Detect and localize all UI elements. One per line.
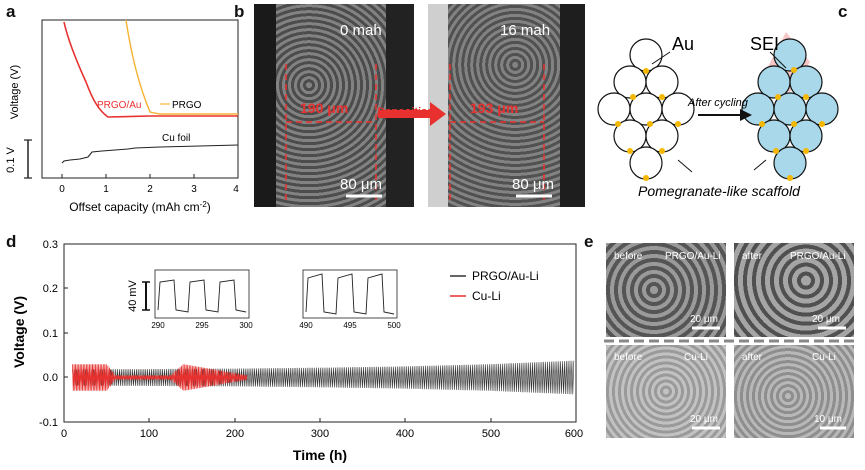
svg-text:100: 100 xyxy=(140,428,158,440)
sem-e-bl-sample: Cu-Li xyxy=(684,352,708,363)
panel-label-c: c xyxy=(838,2,848,21)
panel-label-a: a xyxy=(6,2,16,21)
prgo-au-li-cycling-trace xyxy=(72,360,575,395)
svg-text:495: 495 xyxy=(343,321,357,330)
svg-text:1: 1 xyxy=(103,184,109,195)
sem-cross-section-after xyxy=(428,4,585,207)
prgo-au-label: PRGO/Au xyxy=(97,100,141,111)
prgo-label: PRGO xyxy=(172,100,202,111)
svg-text:0.1: 0.1 xyxy=(43,328,58,340)
sem-b-scale-left: 80 μm xyxy=(340,176,382,193)
svg-text:0: 0 xyxy=(59,184,65,195)
panel-d-legend: PRGO/Au-Li Cu-Li xyxy=(450,269,539,303)
panel-label-e: e xyxy=(584,232,594,251)
panel-b-overlay xyxy=(285,64,552,204)
sem-e-tr-state: after xyxy=(742,251,763,262)
sem-b-left-state: 0 mah xyxy=(340,22,382,39)
sem-e-tl-state: before xyxy=(614,251,643,262)
svg-text:500: 500 xyxy=(387,321,401,330)
scaffold-caption: Pomegranate-like scaffold xyxy=(638,183,801,199)
panel-d-chart: -0.1 0.0 0.1 0.2 0.3 0 100 200 300 400 5… xyxy=(11,239,583,463)
sem-b-scale-right: 80 μm xyxy=(512,176,554,193)
panel-d-xlabel: Time (h) xyxy=(293,447,347,463)
svg-text:300: 300 xyxy=(311,428,329,440)
svg-text:400: 400 xyxy=(396,428,414,440)
PRGO/Au-Li-trace xyxy=(72,360,575,395)
scaffold-after xyxy=(741,32,839,180)
au-particles-before xyxy=(615,68,681,181)
panel-a-chart: Voltage (V) 0.1 V PRGO/Au PRGO Cu foil 0… xyxy=(5,19,239,214)
svg-text:3: 3 xyxy=(191,184,197,195)
panel-c-schematic: Au SEI After cycling Pomegranate-like sc… xyxy=(597,32,839,199)
svg-text:0.2: 0.2 xyxy=(43,283,58,295)
svg-text:2: 2 xyxy=(147,184,153,195)
panel-a-scale-label: 0.1 V xyxy=(5,146,17,172)
svg-text:295: 295 xyxy=(195,321,209,330)
svg-text:300: 300 xyxy=(239,321,253,330)
panel-a-xlabel: Offset capacity (mAh cm-2) xyxy=(69,200,211,214)
sem-e-tl-scale: 20 μm xyxy=(690,314,718,325)
svg-text:500: 500 xyxy=(482,428,500,440)
svg-text:Cu-Li: Cu-Li xyxy=(472,289,501,303)
prgo-au-curve xyxy=(63,21,238,118)
au-label: Au xyxy=(672,34,694,54)
sem-e-after-cu xyxy=(734,345,854,438)
sem-b-left-thickness: 190 μm xyxy=(300,100,349,116)
sem-e-tl-sample: PRGO/Au-Li xyxy=(665,251,721,262)
svg-text:200: 200 xyxy=(226,428,244,440)
sem-b-right-thickness: 193 μm xyxy=(470,100,519,116)
svg-text:0.0: 0.0 xyxy=(43,372,58,384)
svg-text:0: 0 xyxy=(61,428,67,440)
deposition-label: Deposition xyxy=(377,106,434,118)
panel-d-xticks: 0 100 200 300 400 500 600 xyxy=(61,418,583,440)
sem-b-right-state: 16 mah xyxy=(500,22,551,39)
inset-290-300: 290 295 300 40 mV xyxy=(127,269,253,330)
au-particles-after xyxy=(759,67,825,181)
sem-e-br-state: after xyxy=(742,352,763,363)
svg-text:4: 4 xyxy=(233,184,239,195)
sem-e-bl-state: before xyxy=(614,352,643,363)
Cu-Li-trace xyxy=(72,364,248,391)
sem-e-before-cu xyxy=(606,345,726,438)
sem-e-after-prgo-au xyxy=(734,243,854,337)
panel-label-b: b xyxy=(234,2,245,21)
cu-li-cycling-trace xyxy=(72,364,248,391)
sei-label: SEI xyxy=(750,34,779,54)
svg-text:290: 290 xyxy=(151,321,165,330)
panel-d-ylabel: Voltage (V) xyxy=(11,296,27,368)
svg-text:PRGO/Au-Li: PRGO/Au-Li xyxy=(472,269,539,283)
svg-text:40 mV: 40 mV xyxy=(127,279,139,311)
panel-a-ylabel: Voltage (V) xyxy=(9,65,21,119)
sem-e-bl-scale: 20 μm xyxy=(690,414,718,425)
sem-e-tr-scale: 20 μm xyxy=(812,314,840,325)
deposition-arrow xyxy=(378,102,446,126)
sem-e-br-sample: Cu-Li xyxy=(812,352,836,363)
sem-cross-section-before xyxy=(254,4,414,207)
after-cycling-label: After cycling xyxy=(687,97,749,109)
panel-label-d: d xyxy=(6,232,17,251)
sem-e-tr-sample: PRGO/Au-Li xyxy=(790,251,846,262)
sem-e-before-prgo-au xyxy=(606,243,726,337)
svg-text:0.3: 0.3 xyxy=(43,239,58,251)
cu-foil-curve xyxy=(61,144,239,164)
panel-d-yticks: -0.1 0.0 0.1 0.2 0.3 xyxy=(39,239,68,429)
svg-text:-0.1: -0.1 xyxy=(39,417,58,429)
inset-490-500: 490 495 500 xyxy=(299,269,401,330)
panel-e-divider xyxy=(604,339,856,343)
scaffold-before xyxy=(597,38,695,180)
panel-e-scalebars xyxy=(692,326,846,430)
svg-text:490: 490 xyxy=(299,321,313,330)
prgo-curve xyxy=(125,19,238,115)
panel-a-xticks: 0 1 2 3 4 xyxy=(59,174,239,195)
svg-text:600: 600 xyxy=(565,428,583,440)
cu-foil-label: Cu foil xyxy=(162,133,190,144)
sem-e-br-scale: 10 μm xyxy=(814,414,842,425)
